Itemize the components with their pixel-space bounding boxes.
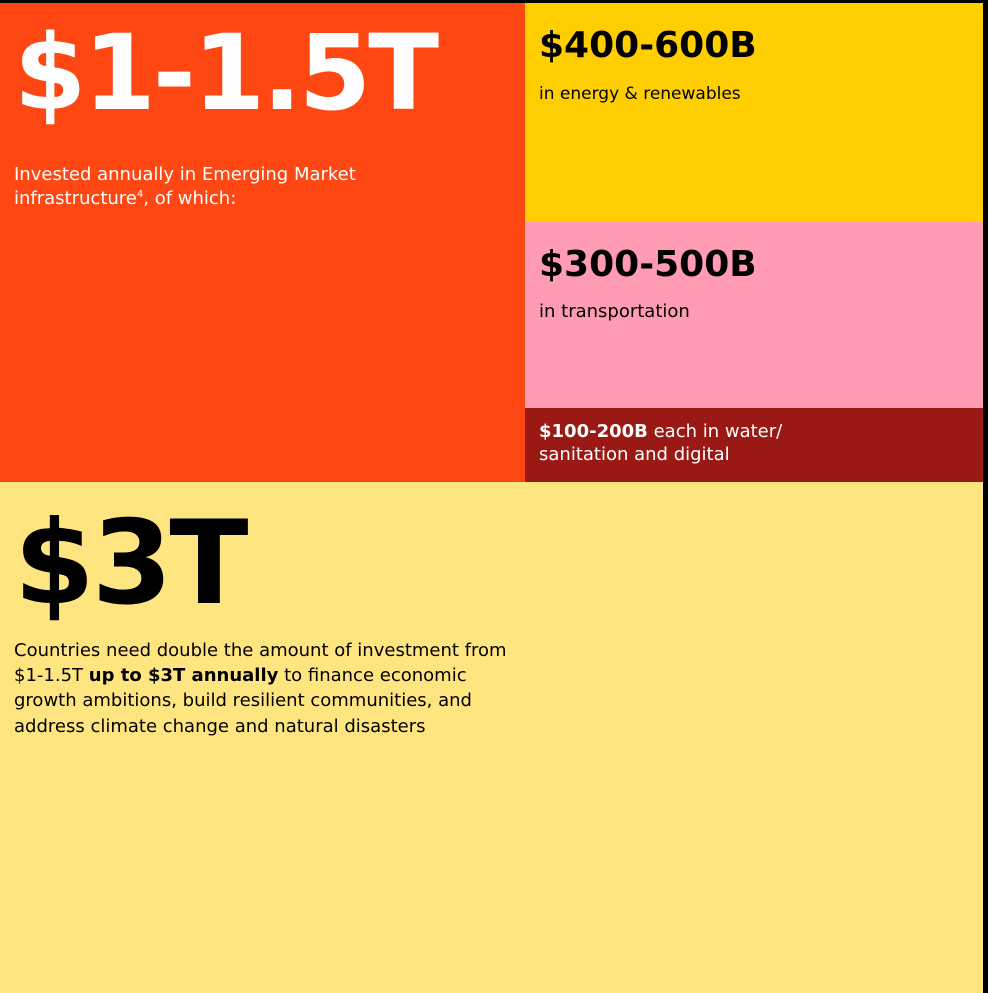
description: Invested annually in Emerging Market inf… — [14, 164, 356, 210]
main-figure: $1-1.5T — [14, 12, 439, 134]
need-text: Countries need double the amount of inve… — [14, 638, 534, 739]
segment-panel: $400-600B in energy & renewables — [525, 3, 983, 222]
segment-panel: $300-500B in transportation — [525, 222, 983, 408]
main-panel: $1-1.5T Invested annually in Emerging Ma… — [0, 3, 525, 482]
segment-figure: $400-600B — [539, 25, 757, 66]
segment-label: in energy & renewables — [539, 84, 741, 104]
text: Countries need double the amount of inve… — [14, 640, 507, 687]
footnote: 4 — [136, 189, 144, 201]
main-description: Invested annually in Emerging Market inf… — [14, 163, 414, 212]
text-bold: up to $3T annually — [88, 665, 279, 687]
segment-label: each in water/ sanitation and digital — [539, 421, 783, 465]
segment-figure: $300-500B — [539, 244, 757, 285]
segment-figure: $100-200B — [539, 421, 648, 442]
need-figure: $3T — [14, 496, 249, 631]
need-panel: $3T Countries need double the amount of … — [0, 482, 983, 993]
segment-text: $100-200B each in water/ sanitation and … — [539, 421, 869, 466]
text: to finance economic growth ambitions, bu… — [14, 665, 472, 737]
description-end: , of which: — [143, 188, 237, 210]
segment-panel: $100-200B each in water/ sanitation and … — [525, 408, 983, 482]
segment-label: in transportation — [539, 301, 690, 322]
